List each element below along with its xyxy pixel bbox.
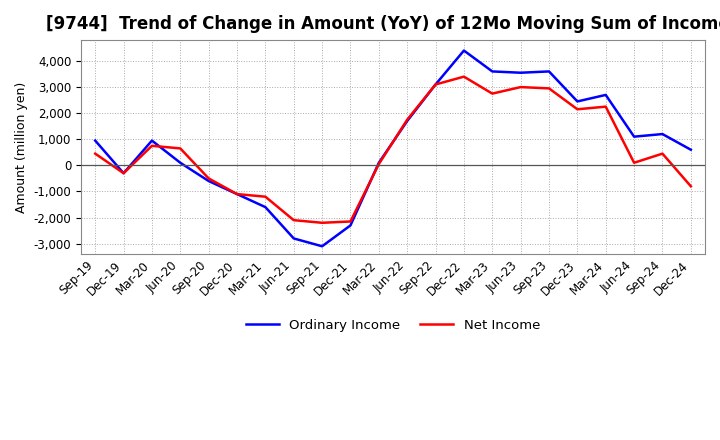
Net Income <box>658 151 667 156</box>
Net Income <box>403 117 412 122</box>
Ordinary Income <box>120 171 128 176</box>
Net Income <box>601 104 610 109</box>
Ordinary Income <box>658 132 667 137</box>
Ordinary Income <box>148 138 156 143</box>
Ordinary Income <box>91 138 99 143</box>
Ordinary Income <box>488 69 497 74</box>
Ordinary Income <box>516 70 525 75</box>
Net Income <box>545 86 554 91</box>
Ordinary Income <box>403 118 412 124</box>
Line: Net Income: Net Income <box>95 77 690 223</box>
Net Income <box>318 220 326 225</box>
Net Income <box>204 176 213 181</box>
Ordinary Income <box>630 134 639 139</box>
Ordinary Income <box>318 244 326 249</box>
Net Income <box>91 151 99 156</box>
Legend: Ordinary Income, Net Income: Ordinary Income, Net Income <box>240 314 546 337</box>
Net Income <box>233 191 241 197</box>
Ordinary Income <box>204 178 213 183</box>
Net Income <box>573 106 582 112</box>
Net Income <box>346 219 355 224</box>
Net Income <box>431 82 440 87</box>
Ordinary Income <box>601 92 610 98</box>
Ordinary Income <box>261 205 270 210</box>
Net Income <box>374 161 383 167</box>
Ordinary Income <box>686 147 695 152</box>
Ordinary Income <box>431 82 440 87</box>
Ordinary Income <box>346 223 355 228</box>
Net Income <box>261 194 270 199</box>
Line: Ordinary Income: Ordinary Income <box>95 51 690 246</box>
Y-axis label: Amount (million yen): Amount (million yen) <box>15 81 28 213</box>
Net Income <box>289 217 298 223</box>
Net Income <box>516 84 525 90</box>
Net Income <box>686 183 695 189</box>
Ordinary Income <box>545 69 554 74</box>
Ordinary Income <box>176 160 184 165</box>
Ordinary Income <box>374 160 383 165</box>
Net Income <box>459 74 468 79</box>
Ordinary Income <box>573 99 582 104</box>
Net Income <box>148 143 156 148</box>
Net Income <box>120 171 128 176</box>
Net Income <box>176 146 184 151</box>
Net Income <box>488 91 497 96</box>
Net Income <box>630 160 639 165</box>
Ordinary Income <box>233 191 241 197</box>
Title: [9744]  Trend of Change in Amount (YoY) of 12Mo Moving Sum of Incomes: [9744] Trend of Change in Amount (YoY) o… <box>46 15 720 33</box>
Ordinary Income <box>459 48 468 53</box>
Ordinary Income <box>289 236 298 241</box>
